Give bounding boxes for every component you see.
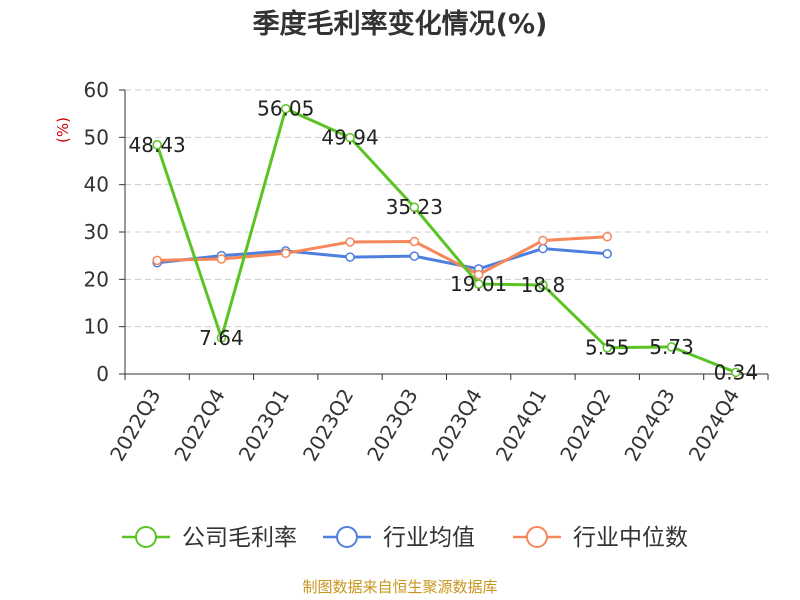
data-point <box>152 140 162 150</box>
data-source-note: 制图数据来自恒生聚源数据库 <box>302 578 498 596</box>
data-point <box>538 243 548 254</box>
legend-label-1: 公司毛利率 <box>182 525 297 551</box>
series-line-3 <box>157 235 608 277</box>
y-tick-label: 0 <box>96 362 109 386</box>
data-point <box>731 367 741 378</box>
legend-marker-3 <box>526 526 548 548</box>
data-label: 48.43 <box>129 133 186 157</box>
x-tick-label: 2022Q3 <box>105 385 165 466</box>
data-point <box>602 249 612 259</box>
legend-label-3: 行业中位数 <box>573 525 688 551</box>
data-label: 19.01 <box>450 272 507 296</box>
data-point <box>345 132 355 143</box>
data-point <box>152 255 162 266</box>
y-tick-label: 30 <box>84 220 109 244</box>
data-point <box>602 231 612 242</box>
chart-title: 季度毛利率变化情况(%) <box>252 9 548 40</box>
legend-marker-1 <box>135 526 157 548</box>
x-tick-label: 2024Q3 <box>619 385 679 466</box>
data-label: 5.73 <box>649 335 694 359</box>
data-point <box>473 279 484 289</box>
x-tick-label: 2023Q4 <box>427 385 487 466</box>
y-tick-label: 10 <box>84 315 109 339</box>
data-point <box>345 237 355 247</box>
data-point <box>281 248 291 259</box>
data-point <box>602 342 612 353</box>
data-point <box>409 236 420 247</box>
data-point <box>216 254 227 264</box>
data-point <box>538 235 548 246</box>
data-label: 7.64 <box>199 326 244 350</box>
data-point <box>345 252 355 262</box>
x-tick-label: 2022Q4 <box>169 385 229 466</box>
data-point <box>409 202 420 212</box>
data-label: 5.55 <box>585 336 630 360</box>
data-label: 18.8 <box>521 273 566 297</box>
data-label: 0.34 <box>714 360 759 384</box>
data-label: 35.23 <box>386 195 443 219</box>
y-axis-label: (%) <box>54 117 72 143</box>
legend-marker-2 <box>336 526 358 548</box>
x-tick-label: 2023Q2 <box>298 385 358 466</box>
data-point <box>409 251 420 261</box>
data-point <box>473 269 484 280</box>
x-tick-label: 2023Q1 <box>234 385 294 466</box>
y-tick-label: 60 <box>84 78 109 102</box>
data-point <box>666 342 677 352</box>
x-tick-label: 2024Q1 <box>491 385 551 466</box>
series-line-1 <box>155 107 737 374</box>
legend-label-2: 行业均值 <box>383 525 475 551</box>
x-tick-label: 2024Q4 <box>684 385 744 466</box>
y-tick-label: 50 <box>84 125 109 149</box>
y-tick-label: 40 <box>84 173 109 197</box>
data-point <box>216 333 227 343</box>
series-line-2 <box>156 247 608 271</box>
data-point <box>538 280 548 290</box>
x-tick-label: 2024Q2 <box>555 385 615 466</box>
x-tick-label: 2023Q3 <box>362 385 422 466</box>
y-tick-label: 20 <box>84 267 109 291</box>
data-label: 49.94 <box>321 126 378 150</box>
data-point <box>281 103 291 114</box>
data-label: 56.05 <box>257 97 314 121</box>
